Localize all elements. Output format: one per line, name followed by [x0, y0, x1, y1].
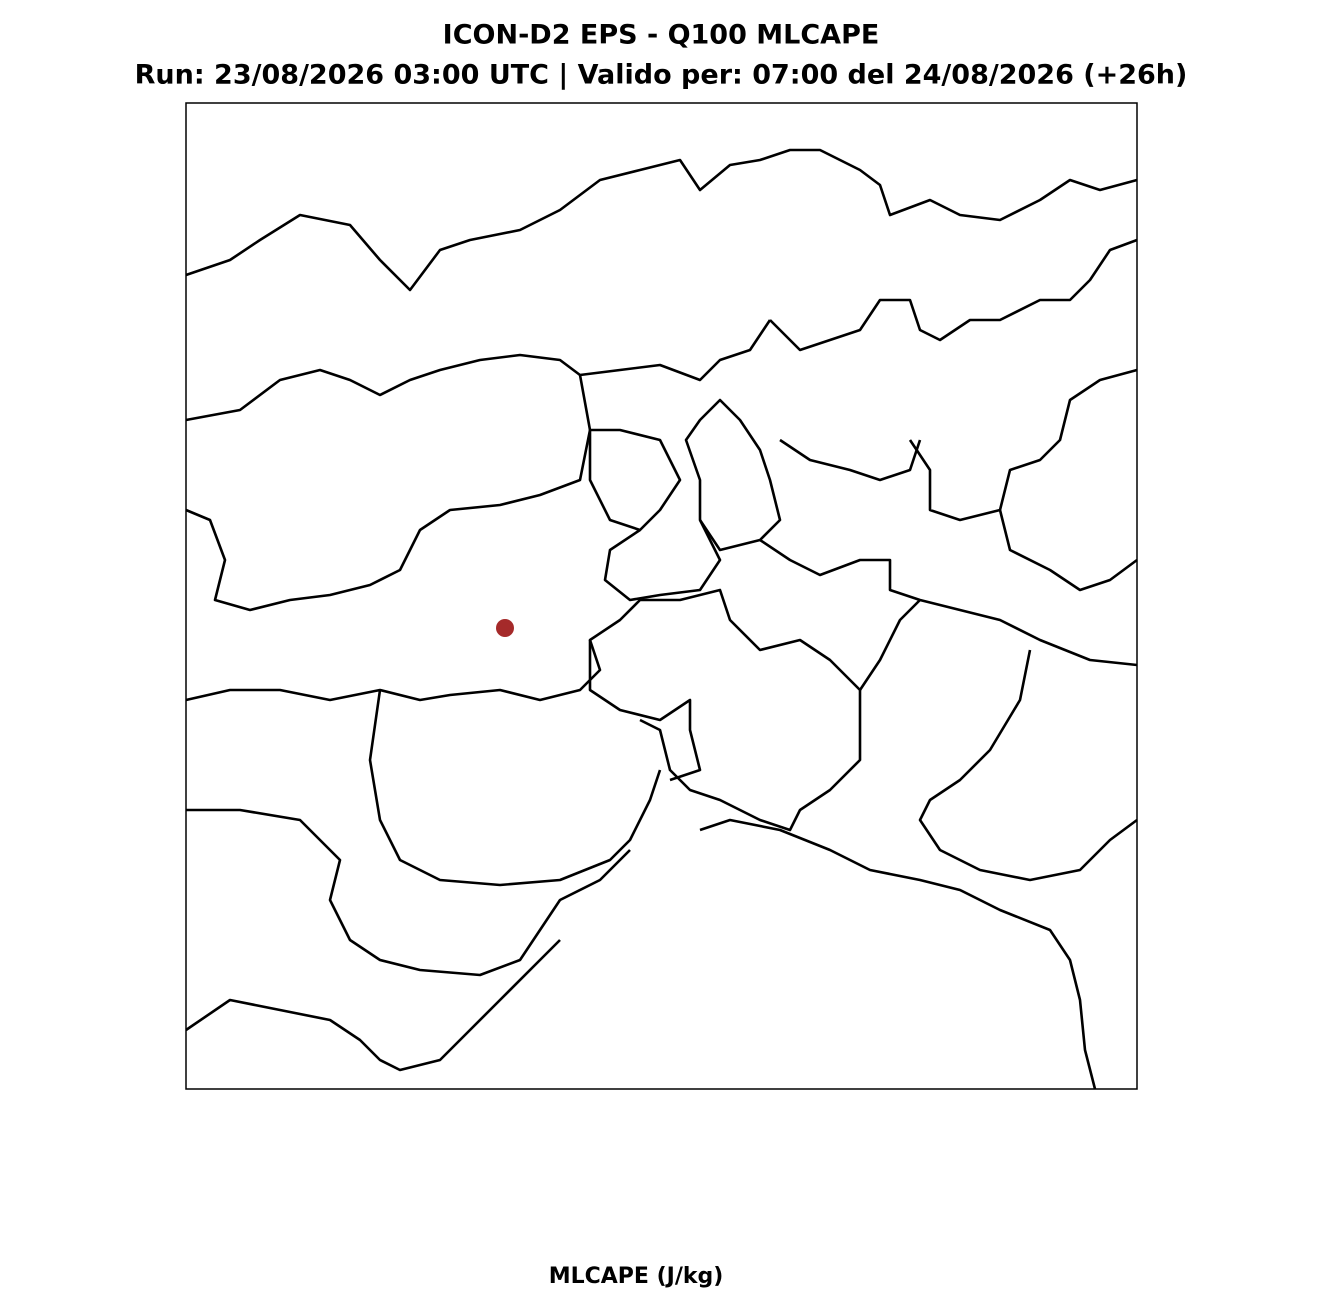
boundary: [779, 438, 922, 482]
boundary: [769, 238, 1138, 352]
boundary: [185, 939, 561, 1072]
boundary: [368, 689, 662, 887]
boundaries: [185, 148, 1138, 1090]
boundary: [603, 519, 722, 602]
boundary: [699, 818, 1097, 1090]
boundary: [858, 599, 921, 691]
boundary: [684, 398, 782, 552]
colorbar-label: MLCAPE (J/kg): [549, 1264, 724, 1289]
boundary: [185, 374, 592, 612]
boundary: [908, 368, 1138, 522]
boundary: [588, 428, 682, 532]
boundary: [185, 319, 772, 422]
title: ICON-D2 EPS - Q100 MLCAPE: [443, 20, 880, 51]
boundary: [186, 808, 631, 977]
boundary: [588, 640, 702, 782]
map-frame: [185, 102, 1138, 1090]
subtitle: Run: 23/08/2026 03:00 UTC | Valido per: …: [135, 60, 1188, 91]
boundary: [185, 148, 1138, 292]
boundary: [185, 588, 862, 832]
point-marker: [496, 619, 514, 637]
boundary: [918, 649, 1138, 882]
boundary: [759, 538, 1138, 667]
boundary: [998, 509, 1138, 592]
